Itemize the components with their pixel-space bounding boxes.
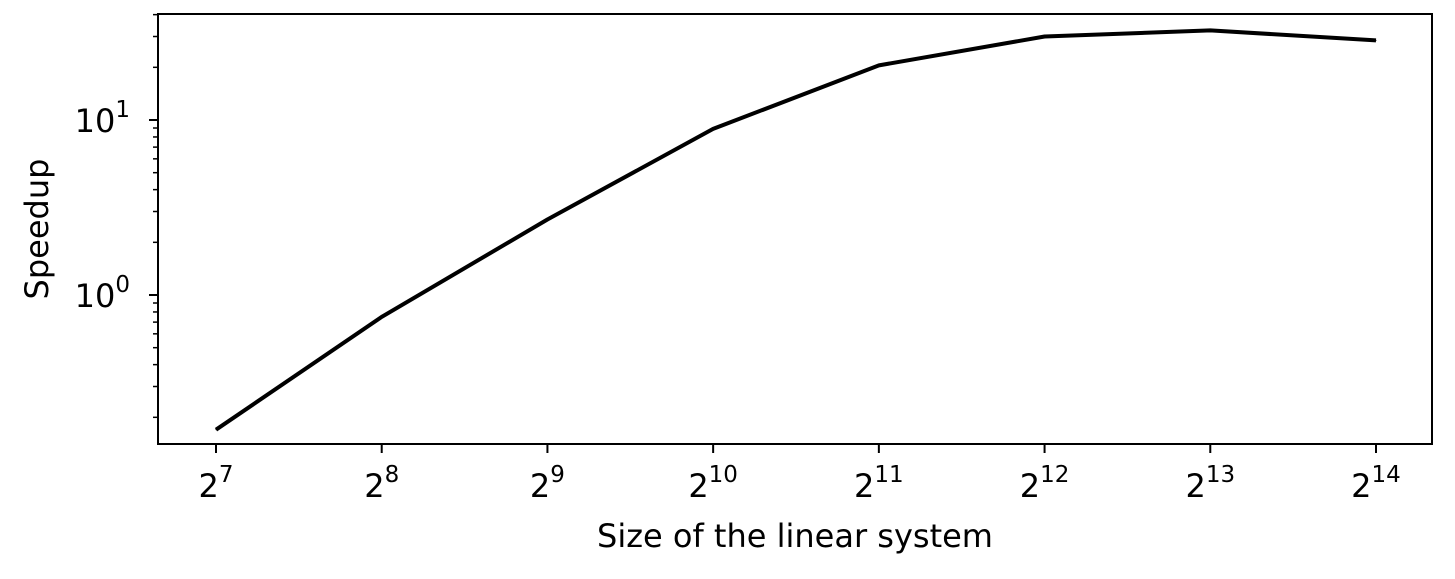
y-tick-label: 101	[75, 97, 130, 140]
speedup-series-line	[214, 28, 1377, 432]
data-point	[712, 128, 714, 130]
data-point	[381, 316, 383, 318]
data-point	[215, 429, 217, 431]
plot-frame	[157, 13, 1433, 445]
series-layer	[214, 28, 1377, 432]
x-tick-label: 214	[1351, 462, 1401, 505]
y-axis-label: Speedup	[18, 159, 56, 300]
ticks-layer: 27 28 29 210 211 212 213 214 100 101	[75, 13, 1401, 505]
x-tick-label: 29	[530, 462, 565, 505]
x-tick-label: 211	[854, 462, 904, 505]
x-tick-label: 210	[688, 462, 738, 505]
x-axis-label: Size of the linear system	[597, 517, 993, 555]
data-point	[546, 219, 548, 221]
x-tick-label: 213	[1185, 462, 1235, 505]
x-tick-label: 28	[364, 462, 399, 505]
data-point	[1375, 39, 1377, 41]
data-point	[878, 64, 880, 66]
data-point	[1044, 36, 1046, 38]
data-point	[1209, 29, 1211, 31]
y-tick-label: 100	[75, 272, 130, 315]
x-tick-label: 27	[199, 462, 234, 505]
x-tick-label: 212	[1020, 462, 1070, 505]
